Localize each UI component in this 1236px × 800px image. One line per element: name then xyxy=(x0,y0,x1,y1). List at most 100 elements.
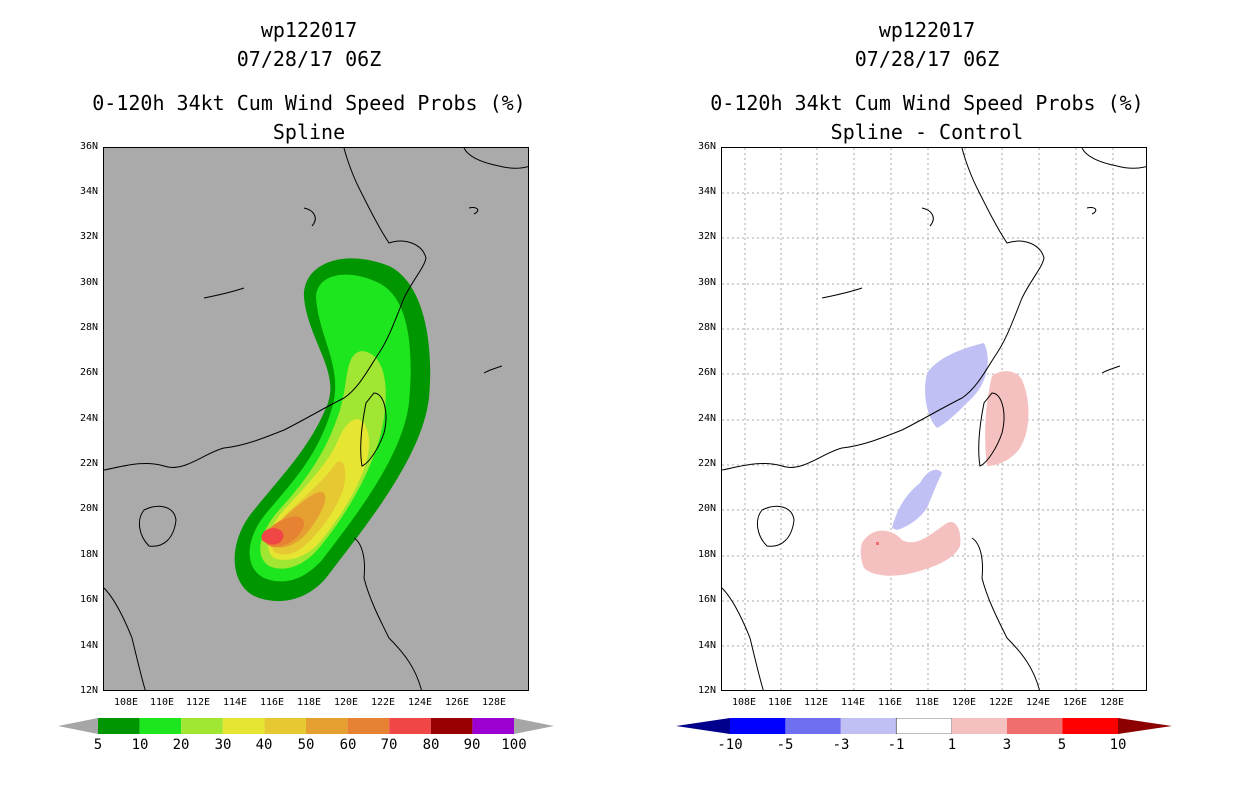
lat-label: 18N xyxy=(697,549,716,560)
colorbar-swatch xyxy=(98,718,140,734)
lat-label: 34N xyxy=(79,186,98,197)
colorbar-swatch xyxy=(306,718,348,734)
lat-label: 28N xyxy=(697,322,716,333)
lon-label: 124E xyxy=(407,697,433,708)
lon-label: 110E xyxy=(149,697,175,708)
gridlines xyxy=(722,148,1146,690)
colorbar-label: 60 xyxy=(339,737,357,753)
lon-label: 118E xyxy=(914,697,940,708)
lon-label: 112E xyxy=(185,697,211,708)
lon-label: 110E xyxy=(767,697,793,708)
lat-label: 14N xyxy=(79,640,98,651)
colorbar-label: 5 xyxy=(1057,737,1067,753)
colorbar-label: 50 xyxy=(297,737,315,753)
colorbar-label: -5 xyxy=(776,737,794,753)
lat-label: 16N xyxy=(79,594,98,605)
colorbar-label: 40 xyxy=(255,737,273,753)
colorbar-label: 70 xyxy=(380,737,398,753)
difference-colorbar xyxy=(676,718,1172,734)
lon-label: 108E xyxy=(113,697,139,708)
lon-label: 120E xyxy=(951,697,977,708)
colorbar-label: 10 xyxy=(1109,737,1127,753)
colorbar-label: 10 xyxy=(131,737,149,753)
probability-map xyxy=(103,147,529,691)
colorbar-label: 80 xyxy=(422,737,440,753)
lon-label: 128E xyxy=(481,697,507,708)
product-title: 0-120h 34kt Cum Wind Speed Probs (%) xyxy=(710,91,1144,115)
storm-id: wp122017 xyxy=(260,18,358,42)
lat-label: 14N xyxy=(697,640,716,651)
probability-colorbar xyxy=(58,718,554,734)
lat-label: 36N xyxy=(697,141,716,152)
lon-label: 118E xyxy=(296,697,322,708)
lat-label: 30N xyxy=(79,277,98,288)
lat-label: 22N xyxy=(79,458,98,469)
negative-diff-region xyxy=(925,343,988,428)
prob-70-region xyxy=(261,528,284,545)
lon-label: 112E xyxy=(803,697,829,708)
lat-label: 24N xyxy=(697,413,716,424)
colorbar-swatch xyxy=(951,718,1007,734)
lon-label: 108E xyxy=(731,697,757,708)
colorbar-swatch xyxy=(430,718,473,734)
difference-map xyxy=(721,147,1147,691)
colorbar-label: 90 xyxy=(463,737,481,753)
lat-label: 30N xyxy=(697,277,716,288)
coastlines xyxy=(104,148,528,690)
colorbar-under-arrow xyxy=(58,718,98,734)
lat-label: 22N xyxy=(697,458,716,469)
lon-label: 126E xyxy=(1062,697,1088,708)
lon-label: 126E xyxy=(444,697,470,708)
lon-label: 114E xyxy=(840,697,866,708)
colorbar-swatch xyxy=(347,718,390,734)
positive-diff-dot xyxy=(876,542,879,545)
lat-label: 24N xyxy=(79,413,98,424)
colorbar-swatch xyxy=(264,718,306,734)
storm-id: wp122017 xyxy=(878,18,976,42)
lon-label: 114E xyxy=(222,697,248,708)
colorbar-label: 3 xyxy=(1002,737,1012,753)
positive-diff-region xyxy=(985,371,1029,466)
lon-label: 122E xyxy=(988,697,1014,708)
colorbar-label: 5 xyxy=(93,737,103,753)
lat-label: 12N xyxy=(79,685,98,696)
lat-label: 18N xyxy=(79,549,98,560)
colorbar-swatch xyxy=(139,718,182,734)
colorbar-swatch xyxy=(785,718,841,734)
colorbar-label: -3 xyxy=(832,737,850,753)
lat-label: 20N xyxy=(697,503,716,514)
panel-subtitle: Spline - Control xyxy=(830,120,1024,144)
lat-label: 16N xyxy=(697,594,716,605)
negative-diff-region xyxy=(892,469,942,530)
colorbar-label: 1 xyxy=(947,737,957,753)
colorbar-swatch xyxy=(895,718,952,734)
lat-label: 32N xyxy=(79,231,98,242)
coastlines xyxy=(722,148,1146,690)
lat-label: 12N xyxy=(697,685,716,696)
colorbar-swatch xyxy=(730,718,786,734)
left-panel: wp122017 07/28/17 06Z 0-120h 34kt Cum Wi… xyxy=(58,18,554,753)
colorbar-swatch xyxy=(840,718,897,734)
colorbar-under-arrow xyxy=(676,718,730,734)
datetime: 07/28/17 06Z xyxy=(236,47,382,71)
colorbar-label: 100 xyxy=(501,737,527,753)
colorbar-over-arrow xyxy=(514,718,554,734)
datetime: 07/28/17 06Z xyxy=(854,47,1000,71)
lat-label: 20N xyxy=(79,503,98,514)
colorbar-over-arrow xyxy=(1118,718,1172,734)
colorbar-swatch xyxy=(1062,718,1118,734)
product-title: 0-120h 34kt Cum Wind Speed Probs (%) xyxy=(92,91,526,115)
colorbar-swatch xyxy=(389,718,431,734)
colorbar-label: 20 xyxy=(172,737,190,753)
colorbar-label: 30 xyxy=(214,737,232,753)
lat-label: 36N xyxy=(79,141,98,152)
panel-subtitle: Spline xyxy=(272,120,346,144)
colorbar-swatch xyxy=(1007,718,1063,734)
lat-label: 28N xyxy=(79,322,98,333)
lat-label: 34N xyxy=(697,186,716,197)
lon-label: 122E xyxy=(370,697,396,708)
lat-label: 26N xyxy=(697,367,716,378)
right-panel: wp122017 07/28/17 06Z 0-120h 34kt Cum Wi… xyxy=(618,0,1236,800)
lat-label: 26N xyxy=(79,367,98,378)
colorbar-label: -10 xyxy=(717,737,743,753)
